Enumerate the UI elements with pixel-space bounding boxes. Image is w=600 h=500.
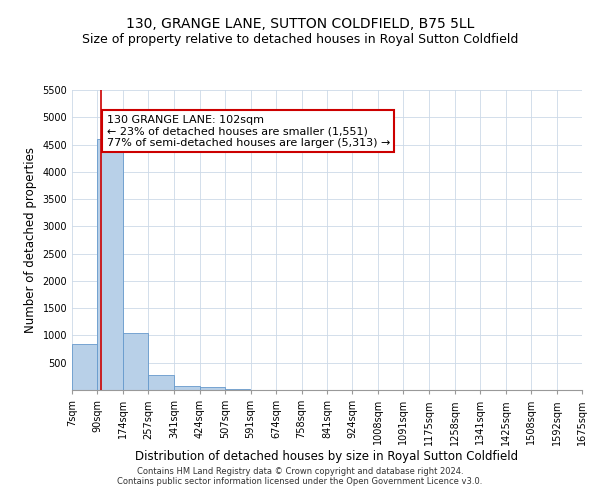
Y-axis label: Number of detached properties: Number of detached properties [24, 147, 37, 333]
Text: Contains HM Land Registry data © Crown copyright and database right 2024.: Contains HM Land Registry data © Crown c… [137, 467, 463, 476]
Bar [148, 374, 174, 390]
Text: Size of property relative to detached houses in Royal Sutton Coldfield: Size of property relative to detached ho… [82, 32, 518, 46]
Text: Contains public sector information licensed under the Open Government Licence v3: Contains public sector information licen… [118, 477, 482, 486]
Bar [225, 389, 250, 390]
Bar [174, 386, 199, 390]
Bar [123, 332, 148, 390]
Bar [97, 139, 123, 390]
Bar [199, 388, 225, 390]
Bar [72, 344, 97, 390]
Text: 130, GRANGE LANE, SUTTON COLDFIELD, B75 5LL: 130, GRANGE LANE, SUTTON COLDFIELD, B75 … [126, 18, 474, 32]
X-axis label: Distribution of detached houses by size in Royal Sutton Coldfield: Distribution of detached houses by size … [136, 450, 518, 463]
Text: 130 GRANGE LANE: 102sqm
← 23% of detached houses are smaller (1,551)
77% of semi: 130 GRANGE LANE: 102sqm ← 23% of detache… [107, 114, 390, 148]
